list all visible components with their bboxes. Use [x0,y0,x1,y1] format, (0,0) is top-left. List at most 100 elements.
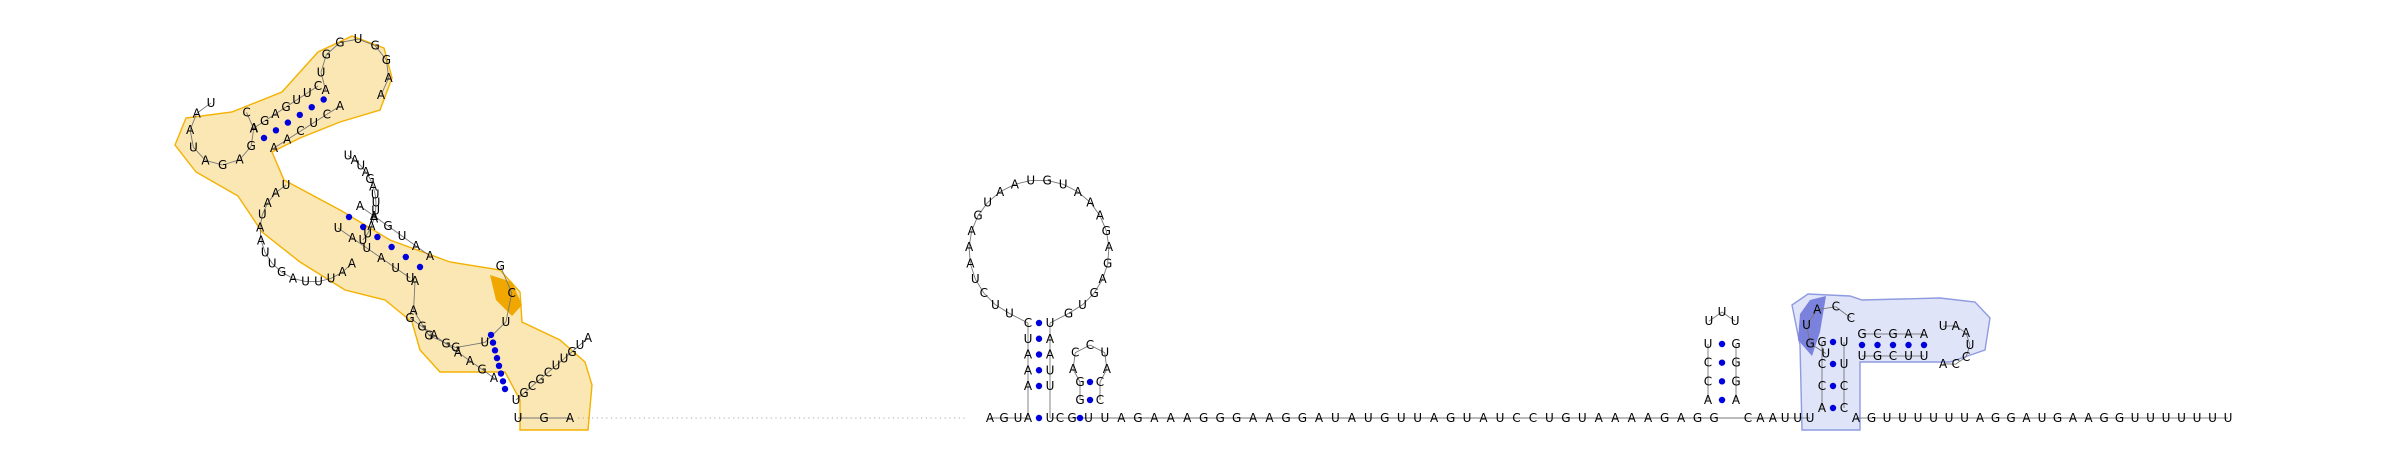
nucleotide-u: U [292,93,301,107]
nucleotide-g: G [1064,306,1073,320]
nucleotide-u: U [991,298,1000,312]
backbone-link [499,265,513,294]
backbone-link [579,337,589,346]
nucleotide-a: A [1756,411,1765,425]
backbone-link [971,215,979,232]
backbone-link [1049,313,1069,324]
nucleotide-a: A [2022,411,2031,425]
nucleotide-g: G [1103,256,1112,270]
base-pair-dot [388,243,395,251]
nucleotide-u: U [1731,314,1740,328]
nucleotide-u: U [1046,363,1055,377]
nucleotide-a: A [1265,411,1274,425]
backbone-link [285,99,297,108]
nucleotide-u: U [303,86,312,100]
nucleotide-c: C [1744,411,1752,425]
nucleotide-u: U [1858,349,1867,363]
nucleotide-u: U [1101,411,1110,425]
nucleotide-u: U [1463,411,1472,425]
backbone-link [205,159,223,166]
nucleotide-g: G [1867,411,1876,425]
nucleotide-u: U [1904,349,1913,363]
nucleotide-u: U [1026,173,1035,187]
backbone-link [354,159,362,166]
backbone-link [968,230,973,248]
nucleotide-u: U [1046,379,1055,393]
nucleotide-a: A [1852,411,1861,425]
backbone-link [362,233,369,241]
nucleotide-u: U [372,195,381,209]
nucleotide-g: G [322,48,331,62]
backbone-link [571,344,581,353]
nucleotide-a: A [426,249,435,263]
nucleotide-c: C [1071,346,1079,360]
backbone-link [1817,306,1836,311]
backbone-link [193,147,206,161]
nucleotide-c: C [314,79,322,93]
backbone-link [413,310,430,336]
backbone-link [445,343,459,353]
nucleotide-a: A [235,153,244,167]
nucleotide-a: A [412,239,421,253]
backbone-link [455,342,485,349]
backbone-link [1955,325,1967,334]
nucleotide-u: U [1883,411,1892,425]
backbone-link [357,38,376,47]
nucleotide-u: U [1718,305,1727,319]
base-pair-dot [1076,414,1084,422]
backbone-link [259,214,263,228]
base-pair-dot [1718,378,1726,385]
nucleotide-c: C [1096,393,1104,407]
nucleotide-c: C [1512,411,1520,425]
backbone-link [261,202,269,215]
backbone-link [484,321,507,343]
base-pair-dot [489,339,497,346]
highlight-region-blue [1791,293,1991,431]
backbone-link [365,171,371,180]
nucleotide-u: U [2177,411,2186,425]
nucleotide-g: G [1043,173,1052,187]
backbone-link [313,114,328,124]
highlight-accent-blue [1798,296,1826,356]
nucleotide-u: U [480,335,489,349]
base-pair-dot [1829,338,1837,346]
backbone-link [974,278,985,294]
nucleotide-u: U [1898,411,1907,425]
nucleotide-c: C [1086,338,1094,352]
highlight-accent-orange [490,275,522,316]
backbone-link [196,102,212,114]
base-pair-dot [495,362,503,370]
backbone-link [969,263,976,280]
nucleotide-a: A [1150,411,1159,425]
backbone-link [523,385,533,394]
backbone-link [1105,230,1110,248]
nucleotide-g: G [382,53,391,67]
nucleotide-a: A [1813,303,1822,317]
nucleotide-u: U [301,275,310,289]
base-pair-dot [308,104,315,111]
nucleotide-g: G [405,311,414,325]
backbone-link [307,85,319,94]
base-pair-dot [493,354,501,362]
backbone-link [1835,306,1852,319]
nucleotide-g: G [441,337,450,351]
nucleotide-g: G [218,158,227,172]
nucleotide-a: A [356,199,365,213]
nucleotide-g: G [1133,411,1142,425]
nucleotide-u: U [1840,335,1849,349]
nucleotide-a: A [270,141,279,155]
nucleotide-u: U [1939,319,1948,333]
backbone-layer [189,38,2228,419]
nucleotide-g: G [335,36,344,50]
backbone-link [253,120,265,129]
nucleotide-u: U [1014,411,1023,425]
backbone-link [369,178,374,187]
nucleotide-u: U [1496,411,1505,425]
nucleotide-u: U [1059,177,1068,191]
backbone-link [1093,278,1104,294]
nucleotide-a: A [370,211,379,225]
backbone-link [380,77,390,96]
nucleotide-c: C [1704,374,1712,388]
backbone-link [505,292,513,323]
